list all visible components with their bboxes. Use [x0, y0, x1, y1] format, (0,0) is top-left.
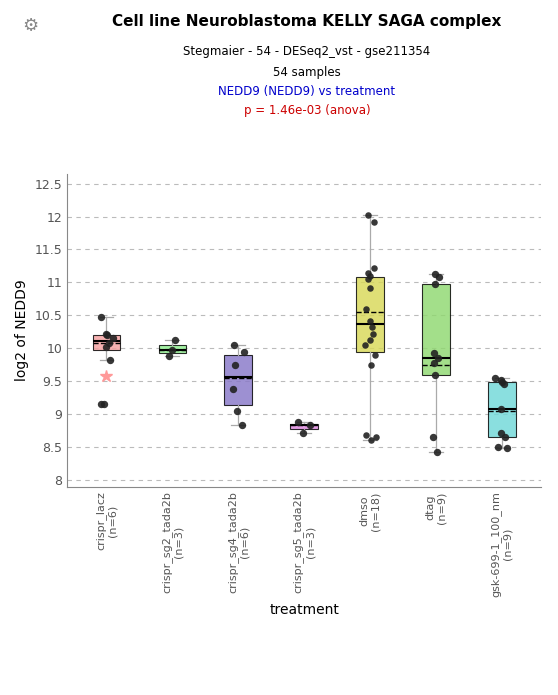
PathPatch shape: [422, 284, 450, 375]
Point: [108, 333, 117, 344]
Point: [503, 443, 512, 454]
Point: [363, 210, 372, 221]
Point: [165, 350, 174, 361]
Point: [434, 272, 443, 283]
Point: [371, 350, 380, 361]
Point: [103, 329, 112, 341]
Point: [368, 322, 377, 333]
Point: [305, 420, 314, 431]
Point: [364, 267, 373, 278]
Point: [370, 262, 379, 273]
Point: [493, 441, 502, 452]
Point: [429, 432, 437, 443]
Point: [499, 379, 508, 390]
Point: [362, 303, 371, 314]
Point: [230, 339, 239, 350]
Text: ⚙: ⚙: [22, 17, 39, 35]
Point: [372, 432, 381, 443]
Point: [431, 278, 440, 289]
Point: [232, 405, 241, 416]
Point: [501, 432, 509, 443]
Point: [228, 384, 237, 395]
Point: [496, 427, 505, 438]
Point: [170, 335, 179, 346]
Point: [431, 369, 440, 380]
Point: [294, 416, 302, 427]
Point: [369, 216, 378, 227]
Point: [366, 359, 375, 370]
Point: [299, 427, 308, 438]
Y-axis label: log2 of NEDD9: log2 of NEDD9: [15, 279, 28, 381]
PathPatch shape: [224, 355, 252, 405]
Text: Cell line Neuroblastoma KELLY SAGA complex: Cell line Neuroblastoma KELLY SAGA compl…: [112, 14, 502, 29]
Text: p = 1.46e-03 (anova): p = 1.46e-03 (anova): [244, 104, 370, 117]
Point: [430, 357, 439, 368]
PathPatch shape: [93, 335, 121, 350]
Point: [360, 339, 369, 350]
Point: [432, 447, 441, 458]
Text: Stegmaier - 54 - DESeq2_vst - gse211354: Stegmaier - 54 - DESeq2_vst - gse211354: [183, 45, 431, 58]
PathPatch shape: [488, 382, 516, 437]
Point: [99, 399, 108, 410]
Point: [496, 403, 505, 414]
PathPatch shape: [158, 345, 186, 353]
Point: [97, 311, 105, 322]
Point: [101, 341, 110, 352]
Point: [364, 274, 373, 285]
Point: [105, 354, 114, 366]
Text: 54 samples: 54 samples: [273, 66, 341, 79]
Point: [490, 373, 499, 384]
Point: [496, 375, 505, 386]
Point: [365, 282, 374, 293]
Point: [362, 430, 371, 441]
Text: NEDD9 (NEDD9) vs treatment: NEDD9 (NEDD9) vs treatment: [218, 85, 396, 99]
Point: [238, 420, 247, 431]
Point: [498, 377, 507, 388]
Point: [239, 346, 248, 357]
Point: [168, 344, 177, 355]
Point: [430, 269, 439, 280]
Point: [102, 328, 111, 339]
Point: [365, 270, 374, 281]
Point: [367, 435, 376, 446]
Point: [97, 399, 105, 410]
Point: [231, 359, 240, 370]
PathPatch shape: [290, 424, 318, 429]
X-axis label: treatment: treatment: [269, 603, 339, 616]
Point: [369, 328, 378, 339]
Point: [365, 315, 374, 326]
Point: [105, 337, 114, 348]
Point: [434, 352, 442, 363]
Point: [366, 335, 375, 346]
PathPatch shape: [356, 277, 384, 352]
Point: [430, 348, 439, 359]
